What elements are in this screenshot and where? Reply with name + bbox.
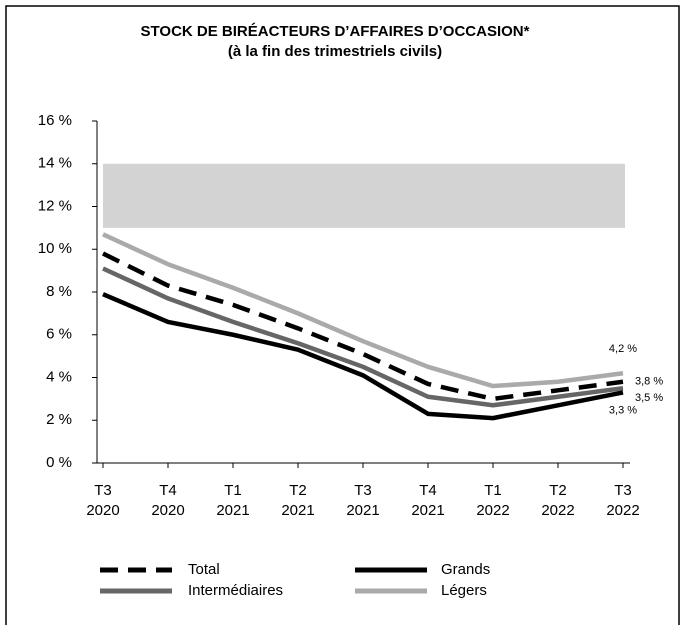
y-tick-label: 0 % [46,454,72,471]
frame [5,5,680,625]
chart-subtitle: (à la fin des trimestriels civils) [228,43,442,60]
y-tick-label: 6 % [46,326,72,343]
series-line [102,266,624,408]
series-line [102,232,624,389]
x-tick-label: T2 2021 [281,482,315,519]
chart-title: STOCK DE BIRÉACTEURS D’AFFAIRES D’OCCASI… [141,23,530,40]
y-tick-label: 12 % [38,197,72,214]
x-tick-label: T1 2021 [216,482,250,519]
y-tick-label: 4 % [46,368,72,385]
value-label: 3,8 % [635,376,663,388]
y-tick-label: 10 % [38,240,72,257]
legend-label: Total [188,561,220,578]
value-label: 3,5 % [635,392,663,404]
y-tick-label: 8 % [46,283,72,300]
x-tick-label: T4 2021 [411,482,445,519]
series-line [102,292,624,421]
value-label: 3,3 % [609,404,637,416]
x-tick-label: T3 2020 [86,482,120,519]
x-tick-label: T1 2022 [476,482,510,519]
y-tick-label: 2 % [46,411,72,428]
legend-label: Intermédiaires [188,582,283,599]
y-tick-label: 16 % [38,112,72,129]
legend-label: Grands [441,561,490,578]
y-tick-label: 14 % [38,155,72,172]
x-tick-label: T2 2022 [541,482,575,519]
x-tick-label: T3 2022 [606,482,640,519]
legend-label: Légers [441,582,487,599]
value-label: 4,2 % [609,343,637,355]
shaded-band [103,163,625,228]
series-line [102,251,624,402]
x-tick-label: T3 2021 [346,482,380,519]
x-tick-label: T4 2020 [151,482,185,519]
